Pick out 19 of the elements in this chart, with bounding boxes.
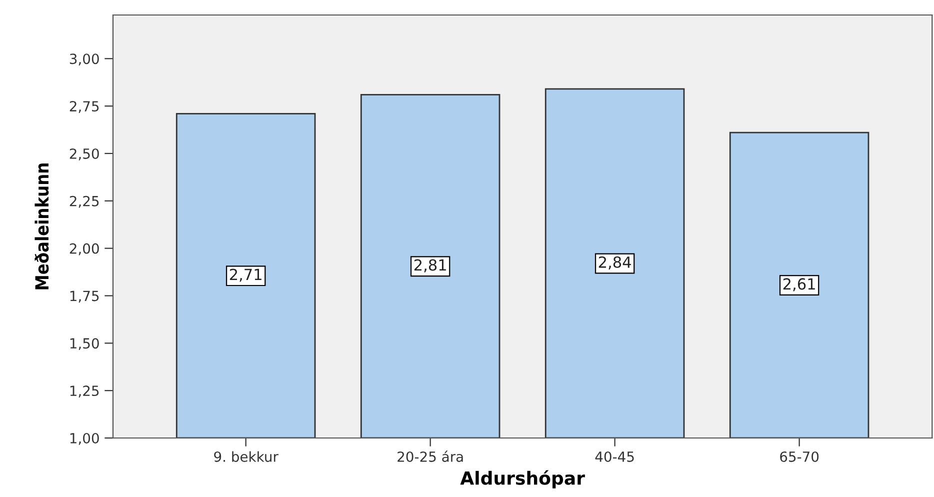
x-tick-label: 20-25 ára [398,450,463,462]
x-tick-label: 65-70 [780,451,819,462]
y-tick-label: 1,50 [70,338,99,350]
y-tick-label: 1,00 [70,432,99,445]
y-tick-label: 2,25 [70,196,99,208]
y-tick-label: 2,75 [70,101,99,113]
data-label: 2,84 [598,256,631,270]
y-tick-label: 3,00 [70,54,99,66]
x-axis-title: Aldurshópar [460,470,585,488]
x-tick-label: 9. bekkur [214,451,278,462]
data-label: 2,71 [230,268,262,282]
y-axis-title: Meðaleinkunn [34,164,49,290]
y-tick-label: 2,00 [70,243,99,256]
y-tick-label: 1,25 [70,386,99,398]
data-label: 2,81 [414,259,446,272]
x-tick-label: 40-45 [595,451,634,462]
y-tick-label: 2,50 [70,148,99,160]
data-label: 2,61 [783,278,815,292]
y-tick-label: 1,75 [70,290,99,303]
